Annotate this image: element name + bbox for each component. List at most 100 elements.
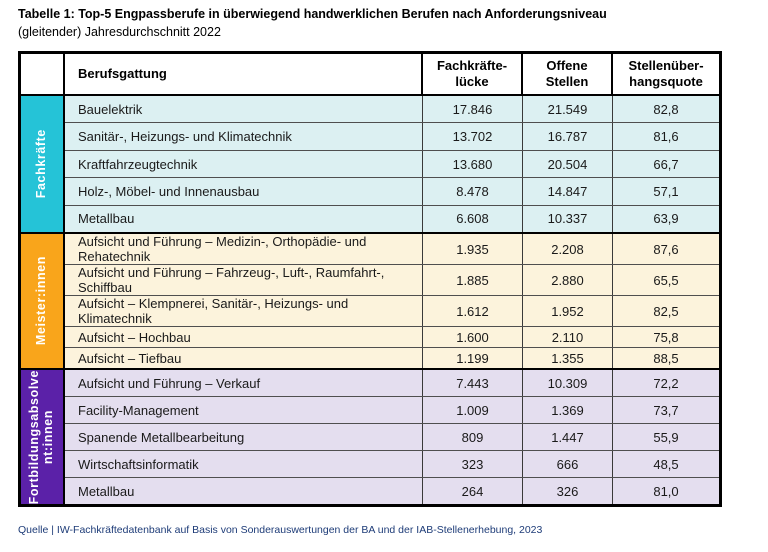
beruf-cell: Aufsicht – Klempnerei, Sanitär-, Heizung…: [65, 296, 423, 326]
beruf-cell: Aufsicht und Führung – Verkauf: [65, 370, 423, 396]
table-row: Aufsicht – Tiefbau 1.199 1.355 88,5: [65, 347, 719, 368]
beruf-cell: Bauelektrik: [65, 96, 423, 123]
table-body: Fachkräfte Bauelektrik 17.846 21.549 82,8 San…: [21, 96, 719, 504]
group-rows: Bauelektrik 17.846 21.549 82,8 Sanitär-, Hei…: [65, 96, 719, 233]
title-line-1: Tabelle 1: Top-5 Engpassberufe in überwi…: [18, 7, 607, 21]
title-line-2: (gleitender) Jahresdurchschnitt 2022: [18, 24, 221, 39]
offene-stellen-cell: 326: [523, 478, 613, 504]
header-cell-fachkraefteluecke: Fachkräfte- lücke: [423, 54, 523, 94]
fachkraefteluecke-cell: 13.680: [423, 150, 523, 178]
beruf-cell: Aufsicht und Führung – Fahrzeug-, Luft-,…: [65, 265, 423, 295]
table-row: Metallbau 264 326 81,0: [65, 477, 719, 504]
group-label-text: Meister:innen: [34, 256, 49, 346]
table-row: Aufsicht und Führung – Verkauf 7.443 10.30…: [65, 370, 719, 396]
header-label: Berufsgattung: [78, 65, 167, 81]
fachkraefteluecke-cell: 7.443: [423, 370, 523, 396]
offene-stellen-cell: 20.504: [523, 150, 613, 178]
table-row: Kraftfahrzeugtechnik 13.680 20.504 66,7: [65, 149, 719, 178]
stellenueberhangsquote-cell: 65,5: [653, 272, 679, 288]
fachkraefteluecke-cell: 8.478: [423, 178, 523, 205]
beruf-cell: Spanende Metallbearbeitung: [65, 424, 423, 450]
group-label-text: Fortbildungsabsolve: [27, 369, 42, 505]
table-row: Aufsicht und Führung – Fahrzeug-, Luft-,…: [65, 264, 719, 295]
table-header-row: Berufsgattung Fachkräfte- lücke Offene S…: [21, 54, 719, 96]
header-label: Stellen: [545, 74, 589, 89]
fachkraefteluecke-cell: 323: [423, 451, 523, 477]
group-label-text: nt:innen: [41, 409, 55, 465]
offene-stellen-cell: 2.110: [523, 327, 613, 347]
fachkraefteluecke-cell: 1.935: [423, 234, 523, 264]
beruf-cell: Wirtschaftsinformatik: [65, 451, 423, 477]
table-row: Sanitär-, Heizungs- und Klimatechnik 13.7…: [65, 122, 719, 150]
data-table: Berufsgattung Fachkräfte- lücke Offene S…: [18, 51, 722, 507]
header-cell-berufsgattung: Berufsgattung: [65, 54, 423, 94]
beruf-cell: Aufsicht und Führung – Medizin-, Orthopä…: [65, 234, 423, 264]
fachkraefteluecke-cell: 1.885: [423, 265, 523, 295]
table-title: Tabelle 1: Top-5 Engpassberufe in überwi…: [18, 6, 748, 41]
stellenueberhangsquote-cell: 81,0: [653, 483, 679, 499]
stellenueberhangsquote-cell: 48,5: [653, 456, 679, 472]
group-label-fortbildungsabsolvent-innen: Fortbildungsabsolve nt:innen: [21, 370, 65, 504]
table-row: Metallbau 6.608 10.337 63,9: [65, 204, 719, 233]
fachkraefteluecke-cell: 1.199: [423, 348, 523, 368]
fachkraefteluecke-cell: 1.600: [423, 327, 523, 347]
group-label-meister-innen: Meister:innen: [21, 234, 65, 368]
fachkraefteluecke-cell: 6.608: [423, 205, 523, 233]
offene-stellen-cell: 1.952: [523, 296, 613, 326]
stellenueberhangsquote-cell: 73,7: [653, 402, 679, 418]
fachkraefteluecke-cell: 1.009: [423, 397, 523, 423]
beruf-cell: Kraftfahrzeugtechnik: [65, 150, 423, 178]
beruf-cell: Sanitär-, Heizungs- und Klimatechnik: [65, 123, 423, 150]
offene-stellen-cell: 2.208: [523, 234, 613, 264]
group-rows: Aufsicht und Führung – Verkauf 7.443 10.30…: [65, 370, 719, 504]
table-row: Aufsicht – Klempnerei, Sanitär-, Heizung…: [65, 295, 719, 326]
stellenueberhangsquote-cell: 88,5: [653, 350, 679, 366]
stellenueberhangsquote-cell: 82,8: [653, 101, 679, 117]
table-row: Bauelektrik 17.846 21.549 82,8: [65, 96, 719, 123]
offene-stellen-cell: 10.337: [523, 205, 613, 233]
offene-stellen-cell: 1.369: [523, 397, 613, 423]
fachkraefteluecke-cell: 13.702: [423, 123, 523, 150]
beruf-cell: Facility-Management: [65, 397, 423, 423]
table-row: Spanende Metallbearbeitung 809 1.447 55,9: [65, 423, 719, 450]
table-row: Facility-Management 1.009 1.369 73,7: [65, 396, 719, 423]
header-cell-offene-stellen: Offene Stellen: [523, 54, 613, 94]
group-label-fachkr-fte: Fachkräfte: [21, 96, 65, 232]
offene-stellen-cell: 666: [523, 451, 613, 477]
stellenueberhangsquote-cell: 63,9: [653, 211, 679, 227]
beruf-cell: Metallbau: [65, 205, 423, 233]
stellenueberhangsquote-cell: 81,6: [653, 129, 679, 145]
stellenueberhangsquote-cell: 55,9: [653, 429, 679, 445]
offene-stellen-cell: 14.847: [523, 178, 613, 205]
table-row: Holz-, Möbel- und Innenausbau 8.478 14.847…: [65, 177, 719, 205]
fachkraefteluecke-cell: 1.612: [423, 296, 523, 326]
stellenueberhangsquote-cell: 82,5: [653, 303, 679, 319]
header-label: hangsquote: [629, 74, 703, 89]
header-label: Fachkräfte-: [436, 57, 508, 73]
beruf-cell: Aufsicht – Tiefbau: [65, 348, 423, 368]
header-cell-stellenueberhangsquote: Stellenüber- hangsquote: [613, 54, 719, 94]
stellenueberhangsquote-cell: 75,8: [653, 329, 679, 345]
table-row: Wirtschaftsinformatik 323 666 48,5: [65, 450, 719, 477]
fachkraefteluecke-cell: 17.846: [423, 96, 523, 123]
fachkraefteluecke-cell: 809: [423, 424, 523, 450]
offene-stellen-cell: 2.880: [523, 265, 613, 295]
offene-stellen-cell: 1.447: [523, 424, 613, 450]
header-label: Offene: [546, 57, 588, 73]
header-label: Stellenüber-: [628, 57, 704, 73]
offene-stellen-cell: 10.309: [523, 370, 613, 396]
group-section-fachkr-fte: Fachkräfte Bauelektrik 17.846 21.549 82,8 San…: [21, 96, 719, 233]
table-row: Aufsicht und Führung – Medizin-, Orthopä…: [65, 234, 719, 264]
group-rows: Aufsicht und Führung – Medizin-, Orthopä…: [65, 234, 719, 368]
header-label: lücke: [455, 74, 489, 89]
offene-stellen-cell: 16.787: [523, 123, 613, 150]
beruf-cell: Aufsicht – Hochbau: [65, 327, 423, 347]
stellenueberhangsquote-cell: 87,6: [653, 241, 679, 257]
source-note: Quelle | IW-Fachkräftedatenbank auf Basi…: [18, 524, 543, 536]
group-section-meister-innen: Meister:innen Aufsicht und Führung – Medi…: [21, 232, 719, 368]
beruf-cell: Holz-, Möbel- und Innenausbau: [65, 178, 423, 205]
stellenueberhangsquote-cell: 66,7: [653, 156, 679, 172]
beruf-cell: Metallbau: [65, 478, 423, 504]
offene-stellen-cell: 21.549: [523, 96, 613, 123]
